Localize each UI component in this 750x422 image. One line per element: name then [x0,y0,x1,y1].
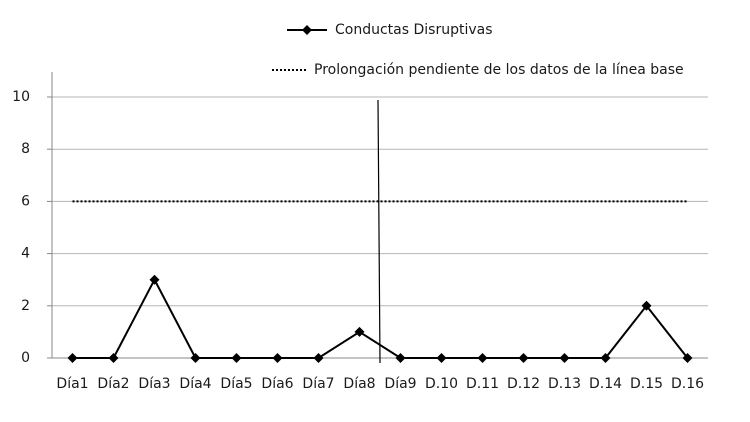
x-tick-label: Día5 [220,376,252,392]
y-tick-label: 4 [21,246,30,262]
marker [231,353,242,363]
y-tick-label: 8 [21,141,30,157]
marker [149,274,160,285]
y-tick-label: 2 [21,298,30,314]
marker [313,353,324,363]
legend-label: Prolongación pendiente de los datos de l… [314,62,684,78]
y-tick-label: 6 [21,193,30,209]
y-tick-label: 0 [21,350,30,366]
marker [395,353,406,363]
x-tick-label: D.16 [671,376,704,392]
x-tick-label: Día6 [261,376,293,392]
marker [67,353,78,363]
marker [354,326,365,337]
legend-label: Conductas Disruptivas [335,22,493,38]
x-tick-label: Día2 [97,376,129,392]
marker [272,353,283,363]
x-tick-label: D.10 [425,376,458,392]
x-tick-label: D.14 [589,376,622,392]
marker [436,353,447,363]
x-tick-label: Día1 [56,376,88,392]
phase-line [377,99,381,364]
marker [190,353,201,363]
marker [518,353,529,363]
marker [600,353,611,363]
x-tick-label: Día7 [302,376,334,392]
legend-marker [302,25,312,35]
y-tick-label: 10 [12,89,30,105]
x-tick-label: D.12 [507,376,540,392]
marker [477,353,488,363]
x-tick-label: Día3 [138,376,170,392]
x-tick-label: D.11 [466,376,499,392]
x-tick-label: Día4 [179,376,211,392]
x-tick-label: D.15 [630,376,663,392]
marker [641,300,652,311]
x-tick-label: D.13 [548,376,581,392]
x-tick-label: Día8 [343,376,375,392]
marker [108,353,119,363]
series-line [72,277,689,359]
marker [559,353,570,363]
x-tick-label: Día9 [384,376,416,392]
marker [682,353,693,363]
